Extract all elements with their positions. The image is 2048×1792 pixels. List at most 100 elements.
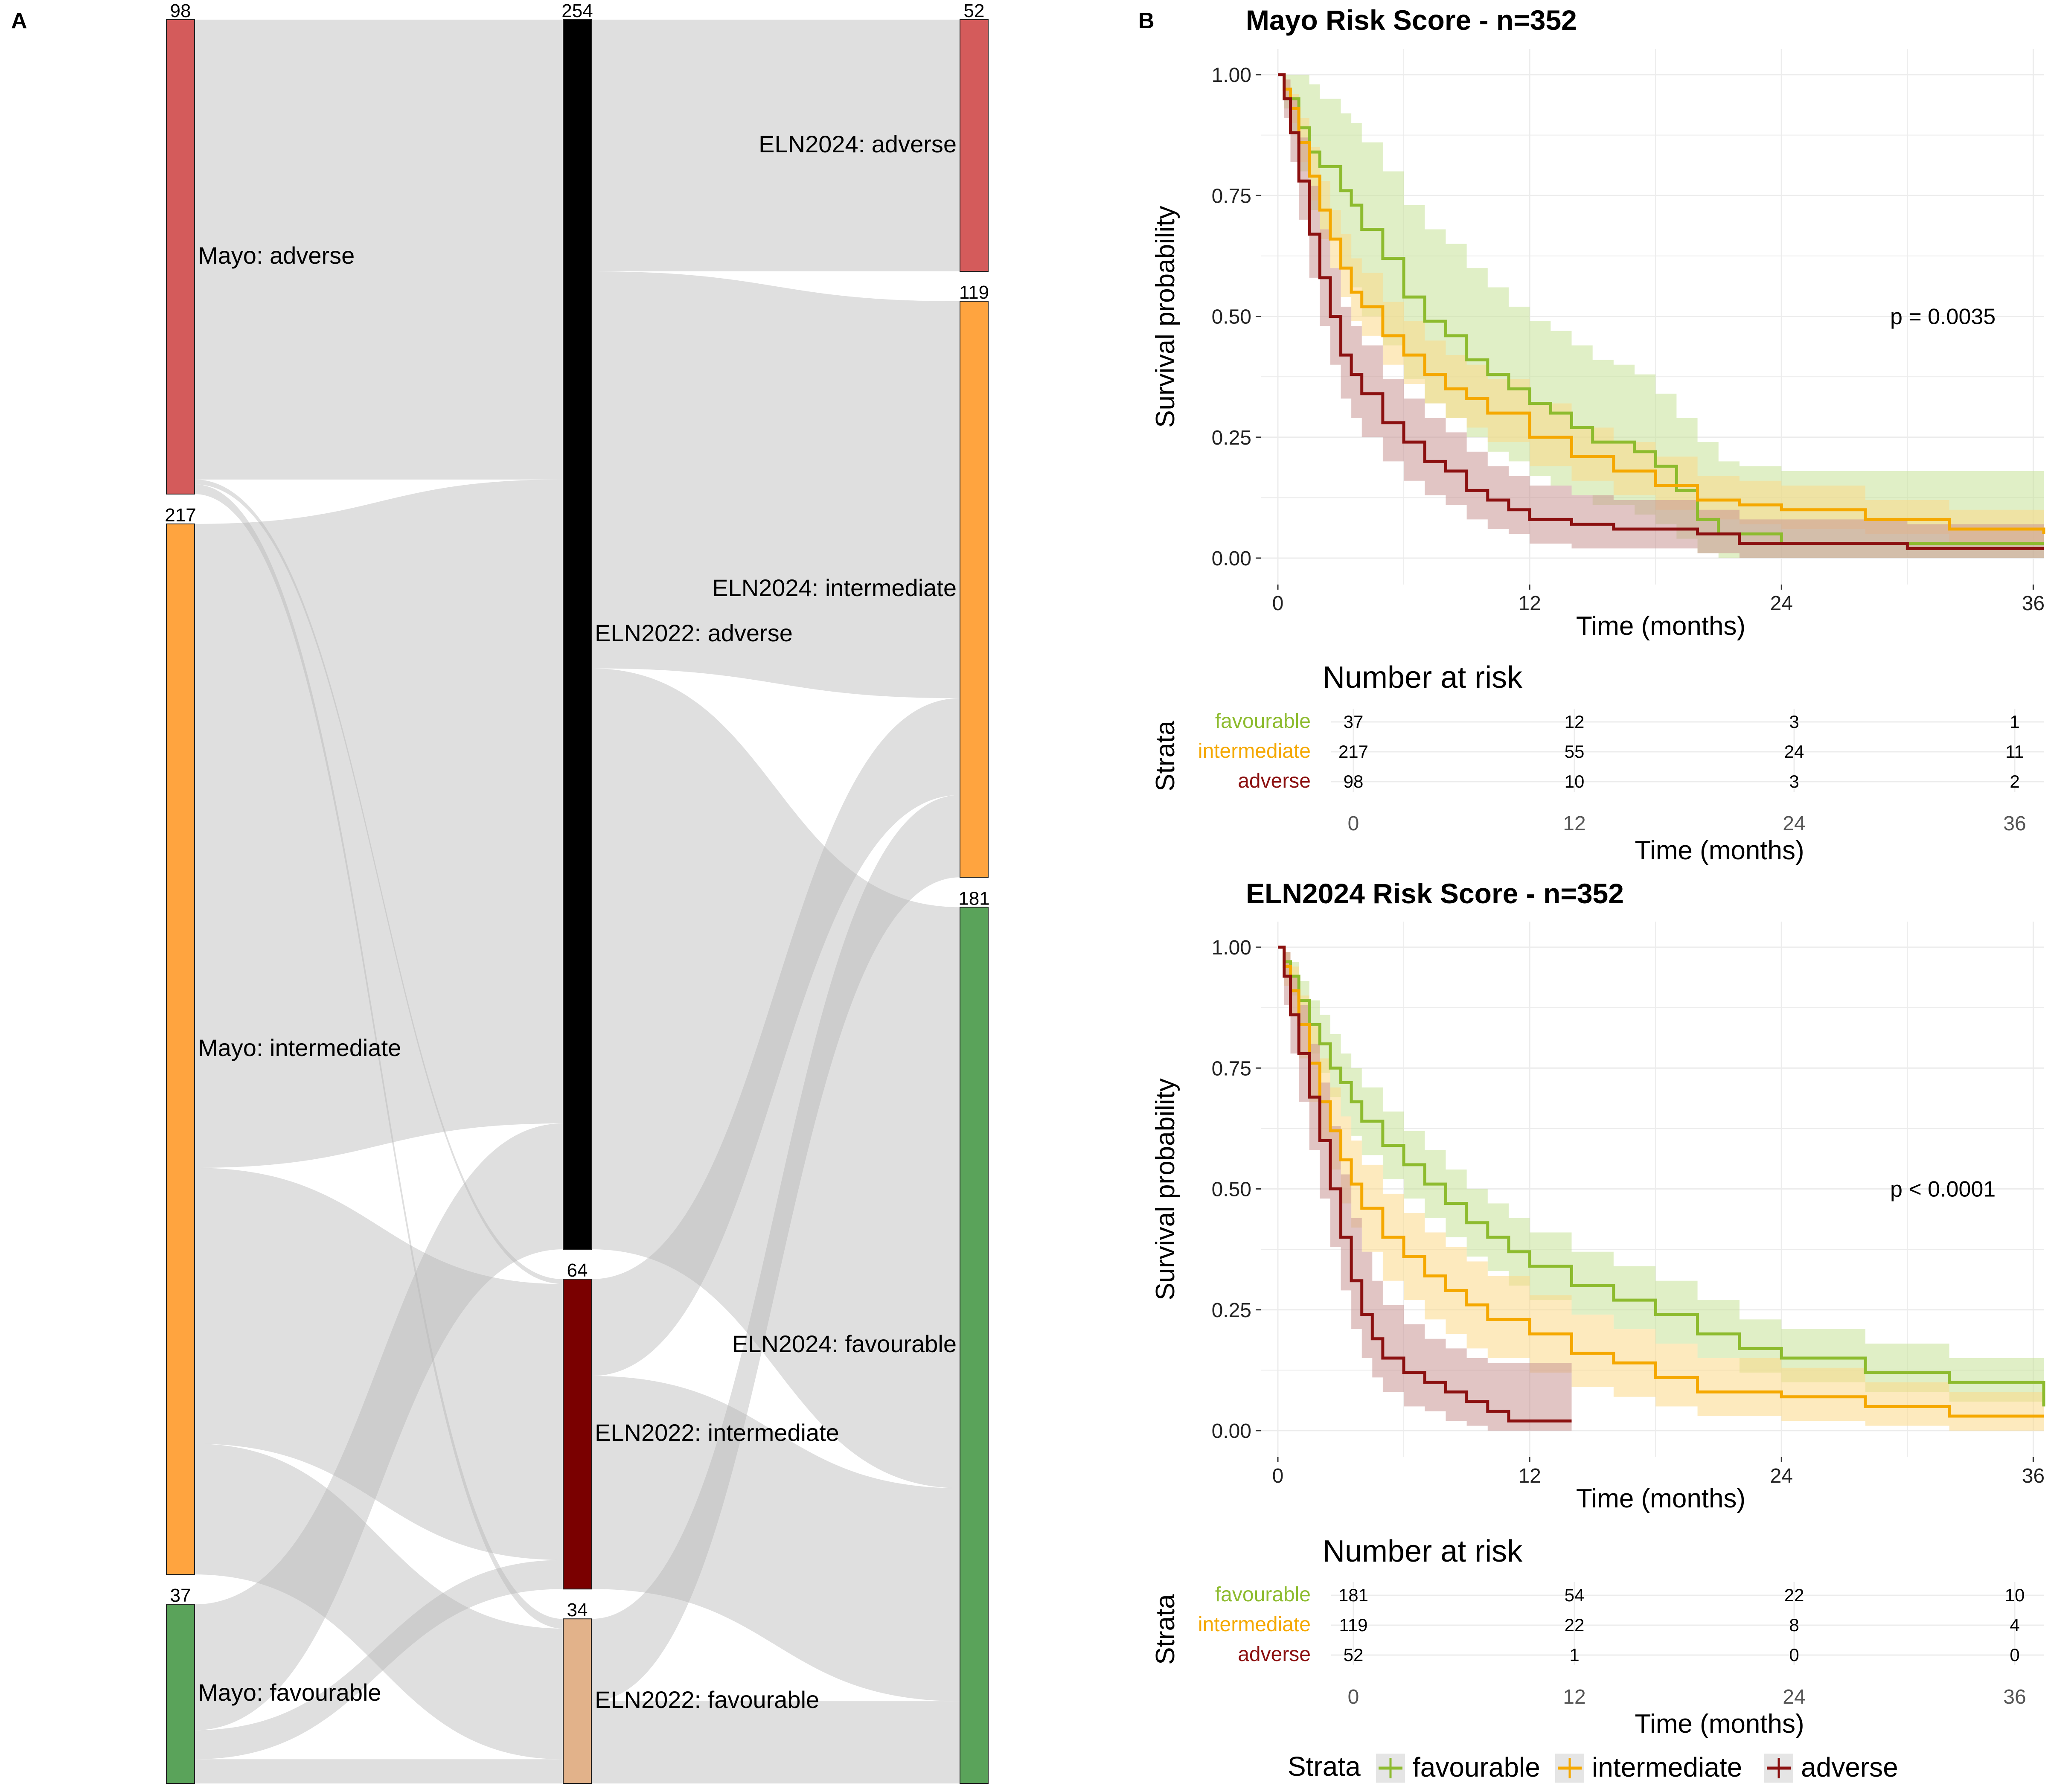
sankey-flow — [591, 271, 960, 698]
p-value: p < 0.0001 — [1890, 1177, 1996, 1202]
sankey-flow — [591, 795, 960, 1702]
y-tick-label: 0.00 — [1212, 1420, 1251, 1443]
sankey-node-label: ELN2022: favourable — [595, 1686, 819, 1713]
y-tick-label: 0.75 — [1212, 1057, 1251, 1080]
panel-a-label: A — [11, 9, 27, 33]
risk-row-label-intermediate: intermediate — [1198, 740, 1311, 762]
survival-curve-intermediate — [1278, 73, 2045, 534]
risk-time-tick: 36 — [2003, 812, 2026, 835]
sankey-node-bar — [960, 301, 989, 878]
strata-legend: Strata favourable intermediate adverse — [1288, 1751, 1898, 1783]
sankey-node-label: ELN2024: intermediate — [712, 574, 957, 601]
sankey-node-count: 64 — [567, 1260, 588, 1281]
sankey-node-count: 52 — [964, 0, 985, 21]
risk-row-label-adverse: adverse — [1238, 770, 1311, 792]
x-tick-label: 24 — [1770, 1465, 1793, 1487]
risk-x-label: Time (months) — [1635, 1709, 1804, 1739]
sankey-flow — [195, 484, 563, 1629]
sankey-node-bar — [166, 1604, 195, 1784]
sankey-node-label: Mayo: adverse — [198, 242, 355, 269]
sankey-node-bar — [166, 523, 195, 1575]
panel-b-label: B — [1138, 9, 1155, 33]
legend-item-favourable: favourable — [1413, 1752, 1540, 1783]
x-tick-label: 36 — [2022, 1465, 2045, 1487]
sankey-flow — [591, 1376, 960, 1702]
risk-count: 181 — [1338, 1585, 1368, 1605]
sankey-flow — [195, 1168, 563, 1560]
risk-row-label-intermediate: intermediate — [1198, 1613, 1311, 1636]
risk-time-tick: 24 — [1783, 1686, 1805, 1708]
x-tick-label: 0 — [1272, 592, 1284, 615]
y-tick-label: 0.00 — [1212, 547, 1251, 570]
sankey-flow — [591, 20, 960, 272]
risk-count: 52 — [1344, 1645, 1364, 1665]
risk-count: 10 — [1565, 771, 1585, 791]
sankey-node-label: ELN2022: intermediate — [595, 1419, 839, 1446]
sankey-node-bar — [563, 1618, 592, 1784]
x-tick-label: 24 — [1770, 592, 1793, 615]
risk-row-label-adverse: adverse — [1238, 1643, 1311, 1666]
risk-time-tick: 36 — [2003, 1686, 2026, 1708]
ci-band-favourable — [1278, 75, 2044, 558]
y-axis-label: Survival probability — [1151, 206, 1180, 428]
risk-count: 0 — [2010, 1645, 2019, 1665]
risk-row-label-favourable: favourable — [1215, 710, 1311, 733]
sankey-node-count: 119 — [959, 282, 989, 303]
risk-row-label-favourable: favourable — [1215, 1583, 1311, 1606]
ci-band-adverse — [1278, 947, 1572, 1431]
plot-title: ELN2024 Risk Score - n=352 — [1246, 878, 1624, 909]
risk-count: 22 — [1565, 1615, 1585, 1635]
risk-count: 2 — [2010, 771, 2019, 791]
risk-time-tick: 24 — [1783, 812, 1805, 835]
x-tick-label: 12 — [1518, 592, 1541, 615]
sankey-node-count: 37 — [170, 1585, 191, 1606]
sankey-node-count: 34 — [567, 1600, 588, 1620]
y-tick-label: 0.25 — [1212, 1299, 1251, 1322]
risk-count: 3 — [1789, 712, 1799, 732]
risk-time-tick: 12 — [1563, 812, 1585, 835]
y-tick-label: 0.50 — [1212, 306, 1251, 329]
sankey-node-label: Mayo: favourable — [198, 1679, 381, 1706]
risk-count: 0 — [1789, 1645, 1799, 1665]
sankey-node-count: 217 — [165, 505, 196, 526]
sankey-node-label: ELN2022: adverse — [595, 620, 793, 646]
legend-item-intermediate: intermediate — [1592, 1752, 1742, 1783]
risk-count: 55 — [1565, 742, 1585, 762]
risk-table-title: Number at risk — [1323, 1534, 1523, 1568]
sankey-node-label: ELN2024: adverse — [759, 131, 957, 157]
sankey-node-bar — [960, 19, 989, 272]
survival-curve-adverse — [1278, 945, 1572, 1423]
sankey-node-bar — [563, 1279, 592, 1590]
sankey-flow — [195, 20, 563, 480]
risk-count: 3 — [1789, 771, 1799, 791]
risk-y-label: Strata — [1151, 721, 1180, 791]
risk-count: 12 — [1565, 712, 1585, 732]
risk-time-tick: 0 — [1348, 1686, 1359, 1708]
legend-title: Strata — [1288, 1751, 1361, 1782]
survival-curve-favourable — [1278, 945, 2045, 1407]
risk-count: 10 — [2005, 1585, 2025, 1605]
sankey-node-count: 254 — [561, 0, 593, 21]
sankey-node-count: 181 — [958, 888, 989, 909]
plot-title: Mayo Risk Score - n=352 — [1246, 4, 1577, 36]
risk-y-label: Strata — [1151, 1594, 1180, 1665]
sankey-flow — [195, 1443, 563, 1760]
risk-count: 4 — [2010, 1615, 2019, 1635]
risk-count: 1 — [1569, 1645, 1579, 1665]
risk-count: 37 — [1344, 712, 1364, 732]
y-tick-label: 1.00 — [1212, 937, 1251, 959]
sankey-node-bar — [563, 19, 592, 1250]
risk-time-tick: 12 — [1563, 1686, 1585, 1708]
sankey-flow — [591, 1701, 960, 1783]
sankey-flow — [591, 698, 960, 1376]
sankey-flow — [195, 1759, 563, 1783]
ci-band-intermediate — [1278, 947, 2044, 1431]
sankey-flow — [195, 479, 563, 1168]
survival-curve-adverse — [1278, 73, 2044, 550]
y-tick-label: 0.25 — [1212, 427, 1251, 449]
sankey-node-count: 98 — [170, 0, 191, 21]
sankey-node-bar — [960, 907, 989, 1784]
risk-count: 11 — [2005, 742, 2024, 762]
y-tick-label: 1.00 — [1212, 64, 1251, 87]
